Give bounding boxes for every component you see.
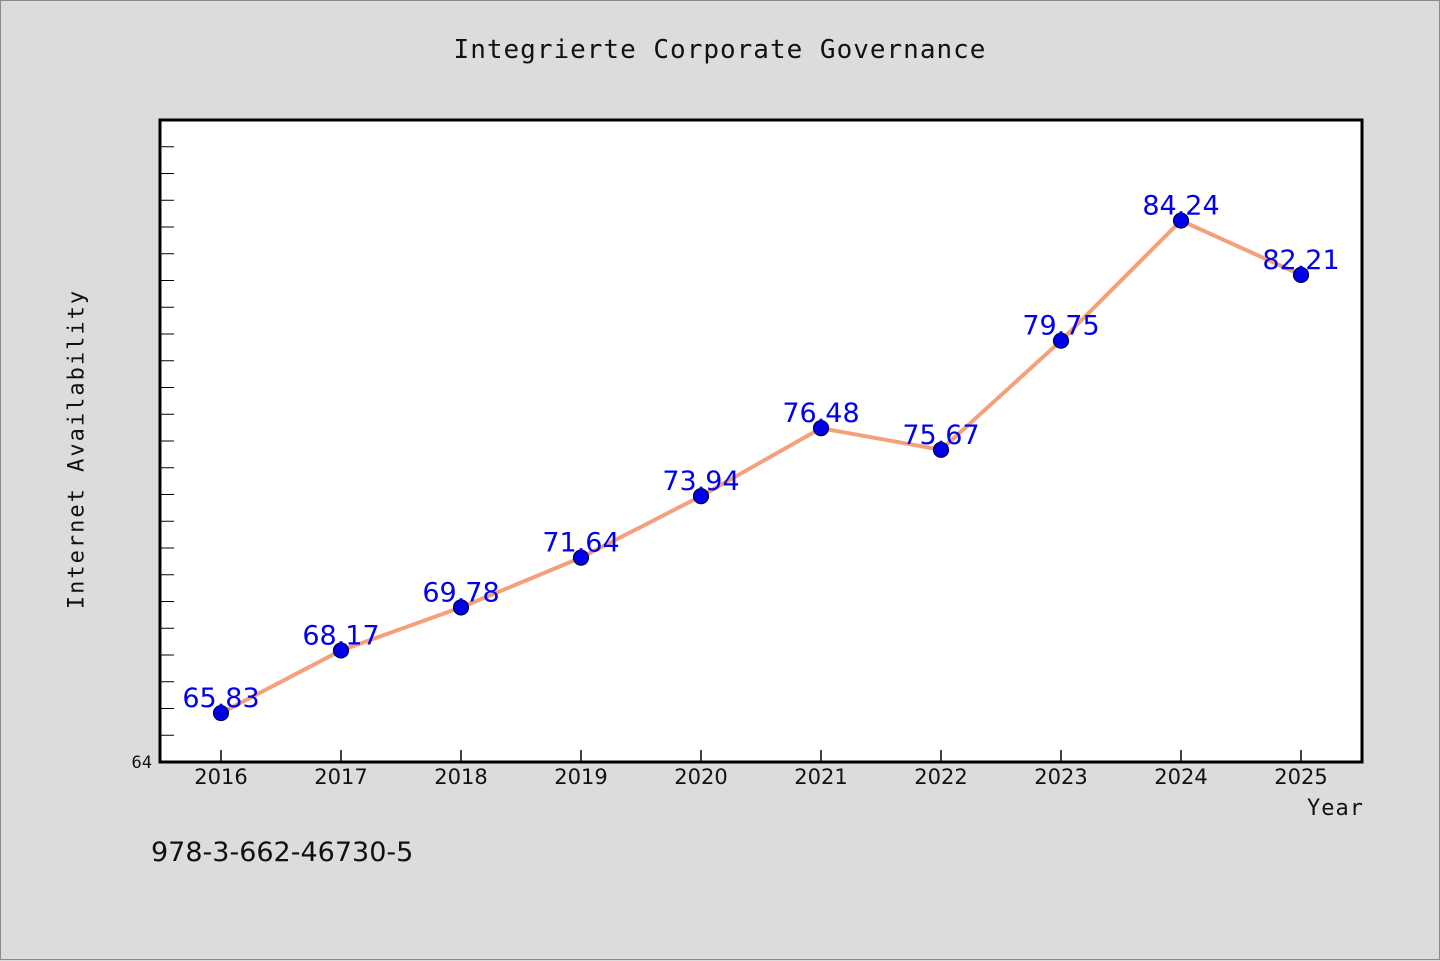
data-label: 73.94 xyxy=(662,466,739,497)
x-axis-label: Year xyxy=(1307,796,1364,821)
data-point xyxy=(332,642,350,659)
x-tick-label: 2025 xyxy=(1274,765,1327,789)
x-tick-label: 2023 xyxy=(1034,765,1087,789)
chart-title: Integrierte Corporate Governance xyxy=(453,35,987,65)
data-label: 84.24 xyxy=(1142,191,1219,222)
x-tick-label: 2016 xyxy=(194,765,247,789)
x-tick-label: 2019 xyxy=(554,765,607,789)
data-point xyxy=(1172,212,1190,229)
x-tick-label: 2017 xyxy=(314,765,367,789)
data-point xyxy=(932,441,950,458)
x-tick-label: 2024 xyxy=(1154,765,1207,789)
data-label: 71.64 xyxy=(542,528,619,559)
x-tick-label: 2018 xyxy=(434,765,487,789)
data-label: 82.21 xyxy=(1262,245,1339,276)
isbn-text: 978-3-662-46730-5 xyxy=(151,837,414,868)
series-line xyxy=(220,218,1302,715)
data-point xyxy=(812,420,830,437)
x-tick-label: 2022 xyxy=(914,765,967,789)
data-label: 79.75 xyxy=(1022,311,1099,342)
x-axis-ticks: 2016 2017 2018 2019 2020 2021 2022 2023 2024 2025 xyxy=(194,750,1328,789)
data-label: 76.48 xyxy=(782,398,859,429)
data-point xyxy=(572,549,590,566)
data-point xyxy=(1052,332,1070,349)
data-point xyxy=(452,599,470,616)
y-axis-ticks: 64 xyxy=(132,146,174,773)
data-label: 65.83 xyxy=(182,683,259,714)
data-label: 69.78 xyxy=(422,577,499,608)
data-labels: 65.83 68.17 69.78 71.64 73.94 76.48 75.67 79.75… xyxy=(182,191,1339,714)
y-tick-label: 64 xyxy=(132,753,152,773)
data-label: 68.17 xyxy=(302,620,379,651)
data-markers xyxy=(212,212,1310,722)
x-tick-label: 2020 xyxy=(674,765,727,789)
plot-area xyxy=(158,118,1364,764)
data-point xyxy=(692,488,710,505)
data-label: 75.67 xyxy=(902,420,979,451)
data-point xyxy=(1292,266,1310,283)
data-point xyxy=(212,704,230,722)
x-tick-label: 2021 xyxy=(794,765,847,789)
